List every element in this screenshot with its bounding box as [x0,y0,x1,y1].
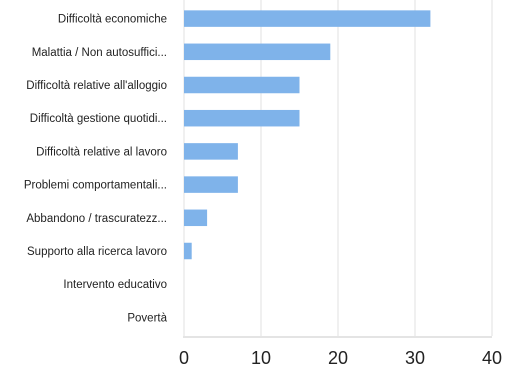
category-labels: Difficoltà economiche Malattia / Non auto… [24,14,168,325]
bars [184,10,431,260]
category-label: Supporto alla ricerca lavoro [27,246,167,258]
x-tick-label: 40 [482,348,502,366]
bar[interactable] [184,242,192,260]
category-label: Difficoltà gestione quotidi... [30,113,167,125]
bar[interactable] [184,76,300,94]
category-label: Difficoltà economiche [58,14,167,26]
category-label: Difficoltà relative al lavoro [36,146,167,158]
x-axis-tick-labels: 0 10 20 30 40 [179,348,502,366]
bar[interactable] [184,176,238,193]
category-label: Abbandono / trascuratezz... [26,213,167,225]
bar[interactable] [184,10,431,27]
bar[interactable] [184,109,300,127]
x-tick-label: 0 [179,348,189,366]
category-label: Difficoltà relative all'alloggio [26,80,167,92]
bar[interactable] [184,209,208,227]
category-label: Intervento educativo [63,279,167,291]
x-tick-label: 10 [251,348,271,366]
category-label: Problemi comportamentali... [24,180,167,192]
bar[interactable] [184,143,238,160]
category-label: Povertà [127,312,167,324]
x-tick-label: 20 [328,348,348,366]
x-tick-label: 30 [405,348,425,366]
bar[interactable] [184,43,331,61]
category-label: Malattia / Non autosuffici... [32,47,167,59]
